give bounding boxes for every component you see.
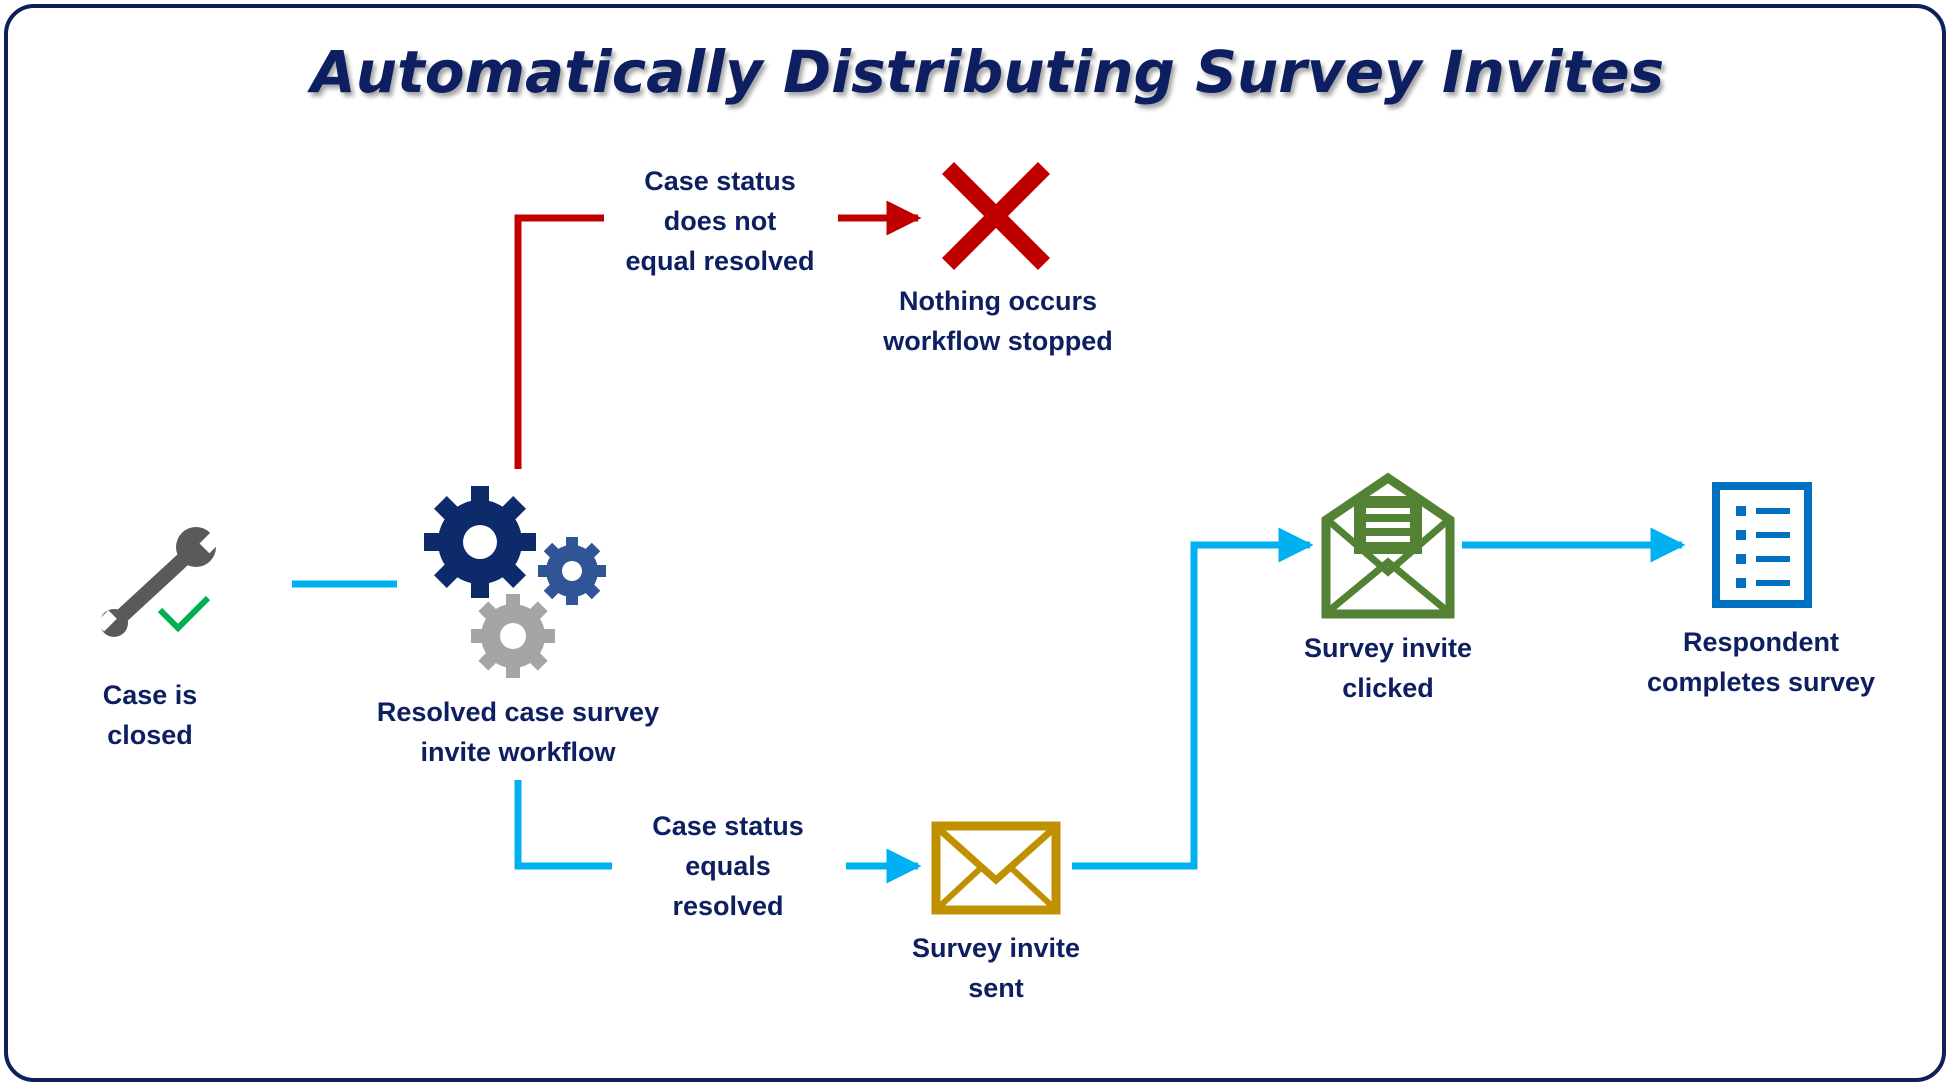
- wrench-check-icon: [95, 527, 225, 637]
- gears-icon: [424, 486, 606, 678]
- branch-line-resolved: [514, 780, 612, 870]
- label-invite-sent: Survey invite sent: [911, 933, 1081, 1003]
- label-nothing-occurs: Nothing occurs workflow stopped: [883, 286, 1113, 356]
- survey-list-icon: [1712, 482, 1812, 608]
- label-case-closed: Case is closed: [102, 680, 198, 750]
- label-respondent-completes: Respondent completes survey: [1646, 627, 1876, 697]
- condition-not-resolved: Case status does not equal resolved: [625, 166, 815, 276]
- condition-resolved: Case status equals resolved: [652, 811, 804, 921]
- branch-line-not-resolved: [514, 214, 604, 469]
- page-title: Automatically Distributing Survey Invite…: [310, 38, 1665, 106]
- envelope-icon: [931, 821, 1061, 915]
- arrow-to-invite-clicked: [1072, 527, 1314, 870]
- label-invite-clicked: Survey invite clicked: [1303, 633, 1473, 703]
- label-workflow: Resolved case survey invite workflow: [376, 697, 660, 767]
- open-envelope-icon: [1321, 472, 1455, 619]
- red-x-icon: [941, 161, 1051, 271]
